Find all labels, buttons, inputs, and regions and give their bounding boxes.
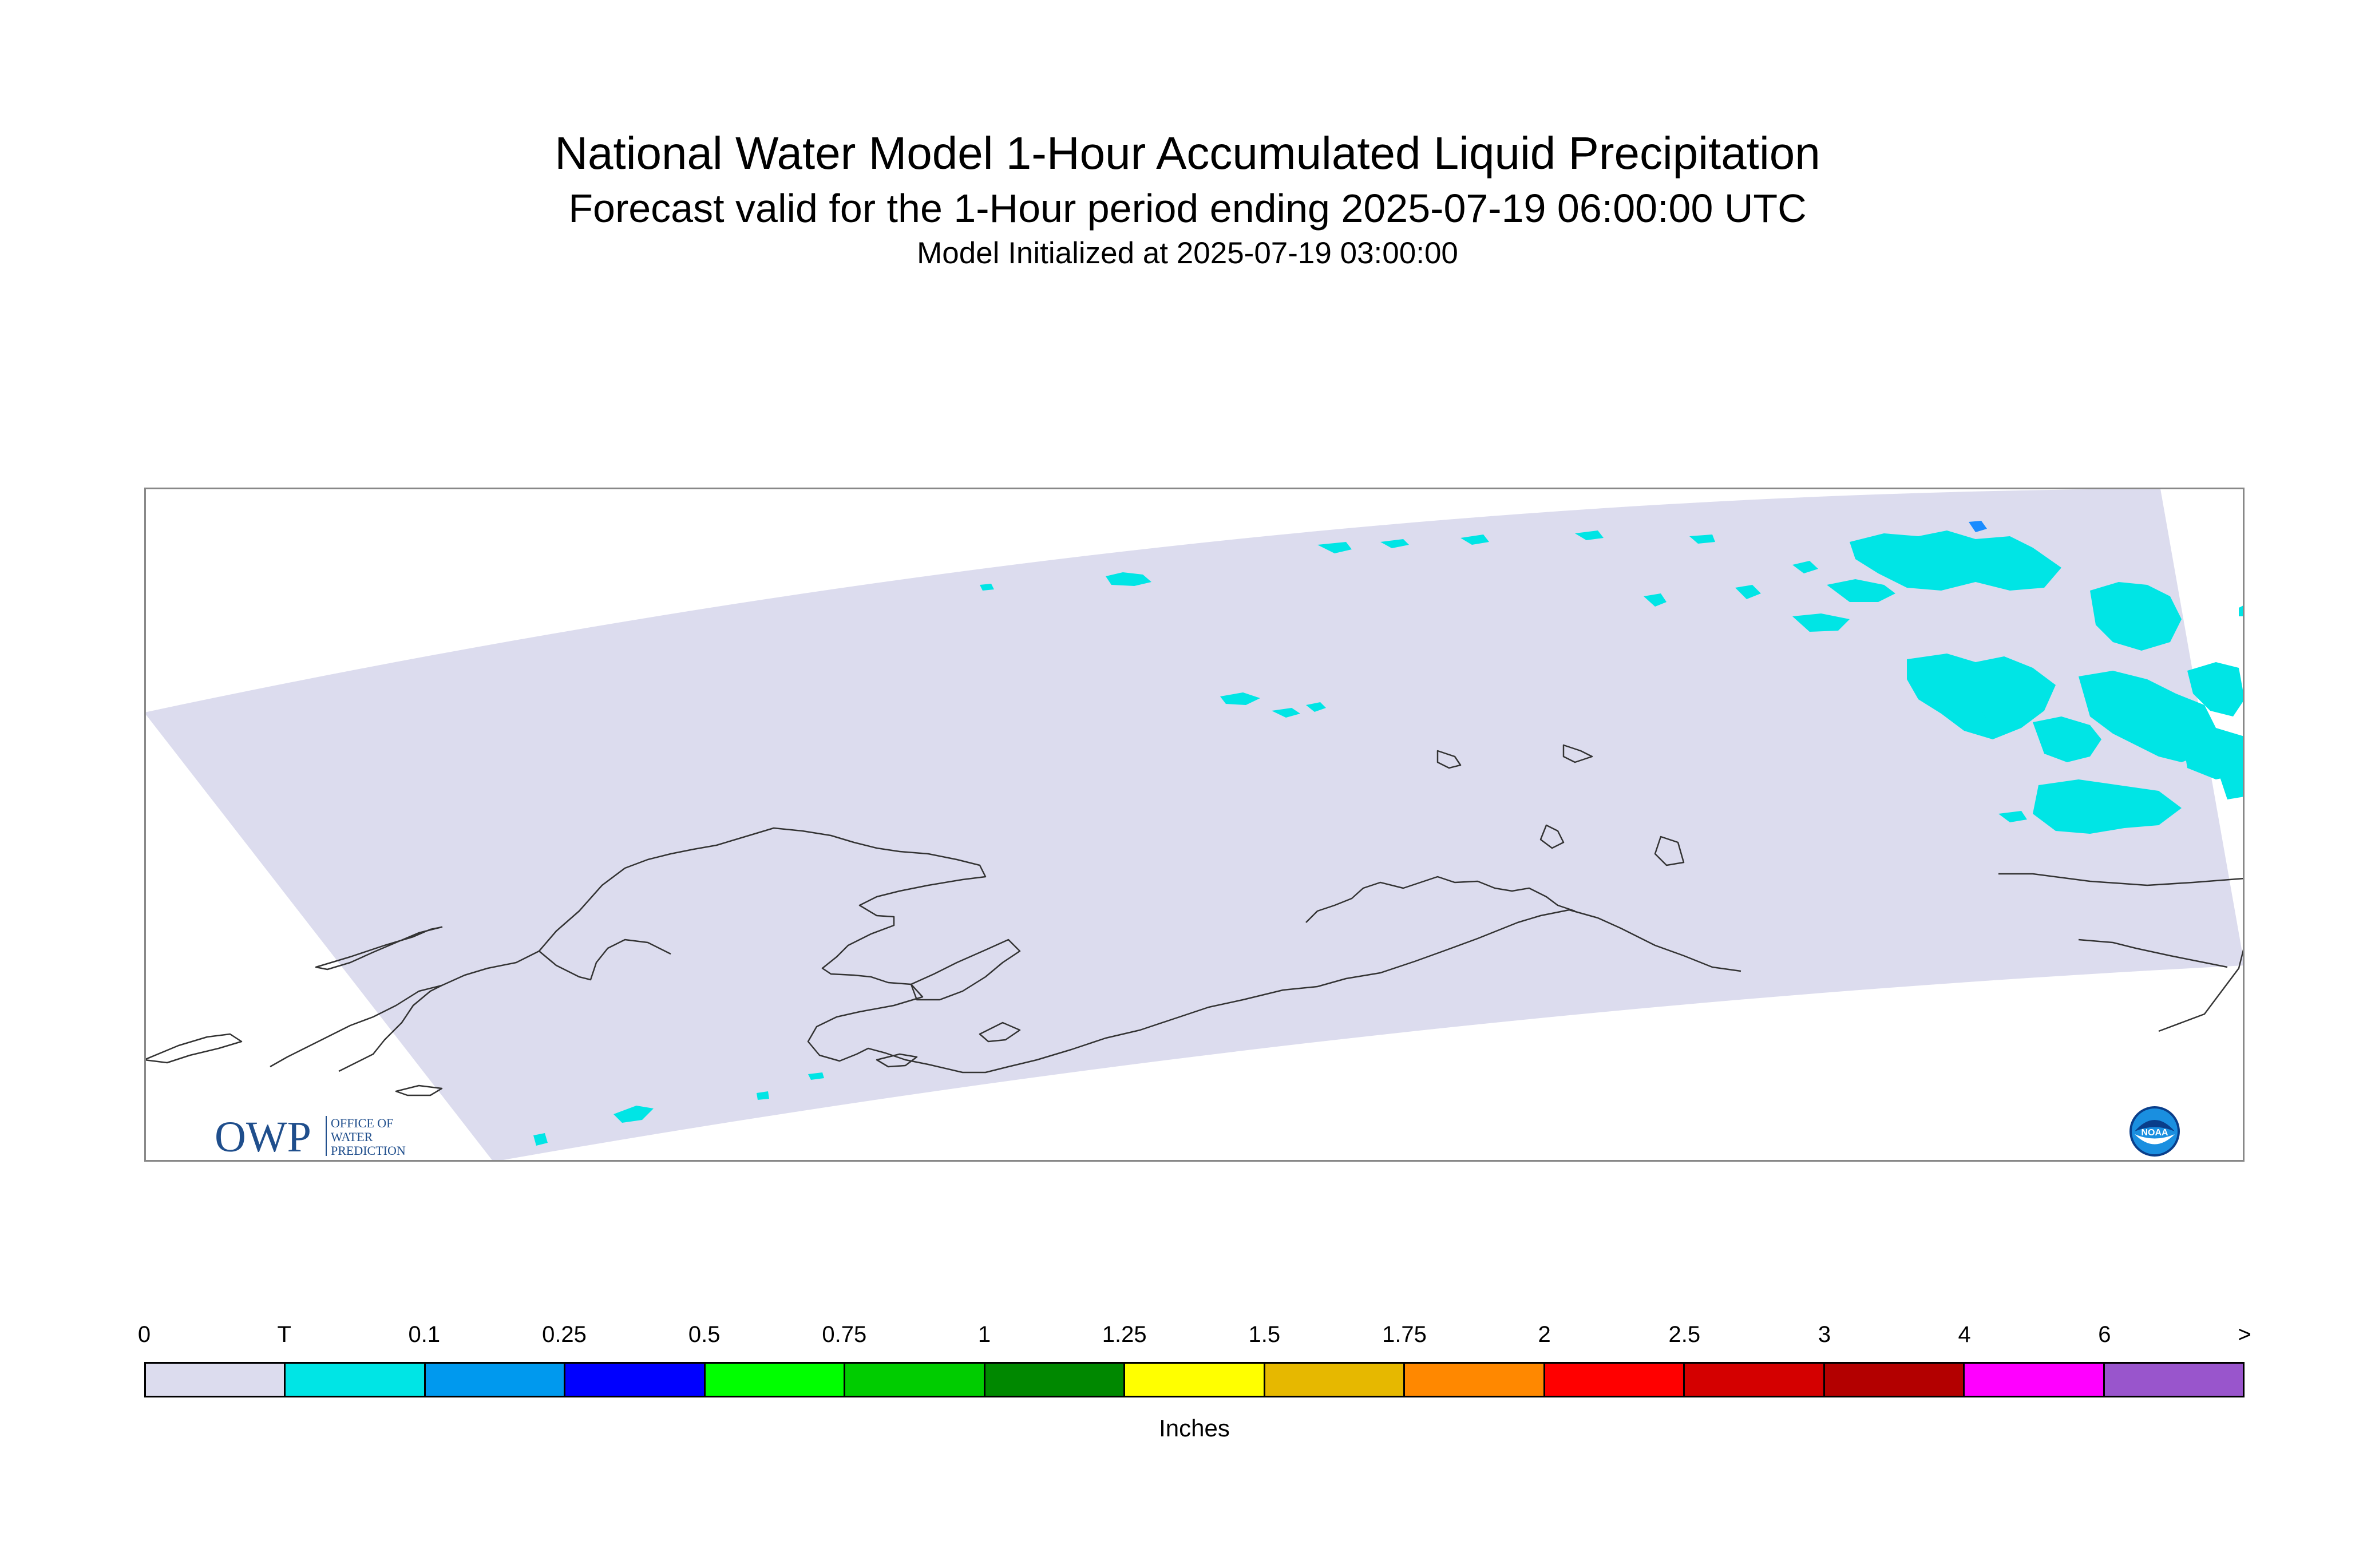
map-title: National Water Model 1-Hour Accumulated … xyxy=(555,128,1820,179)
precipitation-light xyxy=(1969,521,1987,532)
legend-tick-label: T xyxy=(277,1322,291,1347)
island-nunivak xyxy=(315,926,443,971)
legend-swatch xyxy=(1265,1364,1406,1396)
owp-logo-mark: OWP xyxy=(215,1113,311,1161)
legend-tick-label: > xyxy=(2238,1322,2251,1347)
legend-tick-label: 4 xyxy=(1958,1322,1971,1347)
coast-yk-delta xyxy=(338,984,442,1072)
legend-swatch xyxy=(425,1364,566,1396)
legend-tick-label: 0.5 xyxy=(688,1322,721,1347)
legend-tick-label: 0.75 xyxy=(822,1322,867,1347)
legend-swatch xyxy=(146,1364,286,1396)
legend-tick-label: 1 xyxy=(977,1322,991,1347)
legend-swatch xyxy=(1824,1364,1965,1396)
model-init-time: Model Initialized at 2025-07-19 03:00:00 xyxy=(917,236,1458,270)
inlet-2 xyxy=(1562,744,1593,763)
coast-north-ext xyxy=(2158,945,2245,1032)
coastlines xyxy=(144,744,2245,1096)
owp-logo: OWP OFFICE OF WATER PREDICTION xyxy=(215,1110,432,1165)
island-peninsula xyxy=(1654,836,1685,866)
coast-north xyxy=(1998,873,2245,886)
fjords xyxy=(1305,876,1576,923)
legend-unit-label: Inches xyxy=(1159,1415,1230,1442)
owp-logo-line1: OFFICE OF xyxy=(331,1116,393,1130)
legend-swatch xyxy=(1685,1364,1825,1396)
legend-swatch xyxy=(1405,1364,1545,1396)
inlet-3 xyxy=(1436,750,1462,769)
legend-tick-label: 3 xyxy=(1818,1322,1831,1347)
legend-tick-label: 0.25 xyxy=(542,1322,587,1347)
legend-swatch xyxy=(2104,1364,2243,1396)
island-stmatthew xyxy=(395,1084,443,1096)
owp-logo-line2: WATER xyxy=(331,1130,373,1144)
legend-tick-label: 0 xyxy=(137,1322,151,1347)
legend-swatch xyxy=(1125,1364,1265,1396)
legend-tick-label: 1.5 xyxy=(1248,1322,1281,1347)
noaa-logo-text: NOAA xyxy=(2141,1128,2168,1138)
legend-bar xyxy=(144,1362,2245,1397)
color-legend: 0 T 0.1 0.25 0.5 0.75 1 1.25 1.5 1.75 2 2.5 3 4 6 > Inc… xyxy=(138,1322,2251,1442)
legend-swatch xyxy=(1545,1364,1685,1396)
legend-swatch xyxy=(985,1364,1126,1396)
legend-tick-label: 2.5 xyxy=(1668,1322,1701,1347)
precipitation-trace xyxy=(533,530,2245,1146)
island-stlawrence xyxy=(144,1033,243,1064)
island-gulf xyxy=(979,1021,1021,1043)
legend-swatch xyxy=(286,1364,426,1396)
legend-swatch xyxy=(1965,1364,2105,1396)
map-subtitle: Forecast valid for the 1-Hour period end… xyxy=(568,186,1807,231)
model-domain xyxy=(144,489,2245,1162)
island-pribilof xyxy=(876,1053,918,1068)
legend-swatch xyxy=(845,1364,985,1396)
island-kodiak xyxy=(910,939,1021,1001)
owp-logo-line3: PREDICTION xyxy=(331,1143,406,1158)
legend-tick-label: 1.75 xyxy=(1382,1322,1427,1347)
legend-swatch xyxy=(705,1364,846,1396)
coast-panhandle xyxy=(2078,939,2228,968)
map-frame xyxy=(144,488,2245,1162)
inlet xyxy=(1539,824,1565,849)
legend-tick-label: 2 xyxy=(1538,1322,1551,1347)
legend-tick-label: 0.1 xyxy=(408,1322,441,1347)
legend-tick-label: 6 xyxy=(2098,1322,2111,1347)
coast-bristol xyxy=(539,939,671,981)
legend-tick-label: 1.25 xyxy=(1102,1322,1147,1347)
coast-mainland xyxy=(270,827,1741,1074)
noaa-logo: NOAA xyxy=(2129,1106,2180,1160)
precipitation-map xyxy=(144,488,2245,1162)
legend-swatch xyxy=(565,1364,706,1396)
